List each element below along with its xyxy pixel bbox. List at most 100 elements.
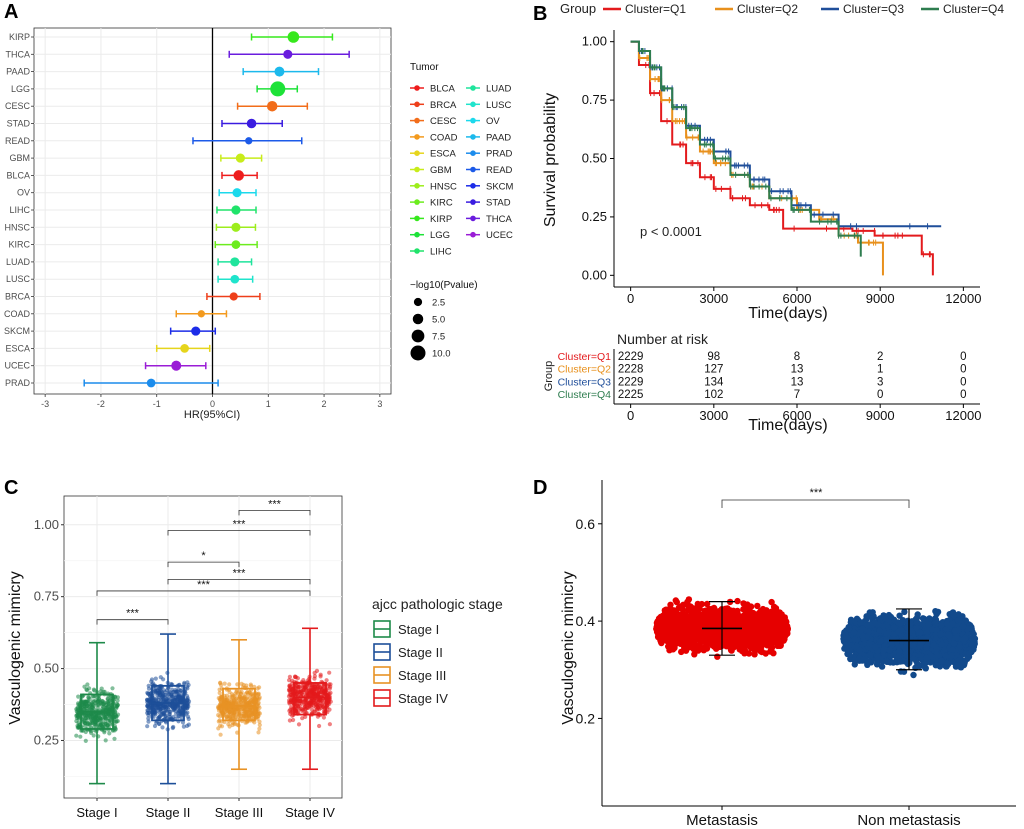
panel-a-legend-label: LIHC [430,247,452,258]
panel-c-point [291,717,296,723]
panel-c-point [157,714,162,720]
panel-c-bracket-label: * [201,550,206,562]
panel-d-point [665,643,672,650]
panel-c-point [90,699,95,704]
panel-a-row-ov [218,188,257,198]
panel-d-point [728,644,736,651]
panel-a-legend-key-dot [414,199,420,205]
panel-d-point [734,597,741,605]
panel-b-legend-title: Group [560,1,596,16]
panel-a-row-gbm [220,153,263,163]
panel-c-point [76,720,81,725]
panel-c-point [171,708,176,713]
panel-c-point [103,715,108,721]
panel-c-point [216,705,221,710]
panel-d-point [666,629,673,636]
panel-b-axes: 0.000.250.500.751.000 3000 6000 9000 12000 [582,30,981,306]
panel-a-legend-label: PRAD [486,149,513,160]
panel-a-hr-point [171,360,182,371]
panel-c-point [146,683,151,688]
panel-d-point [707,609,714,617]
panel-c-point [249,683,254,689]
panel-c-y-axis-title: Vasculogenic mimicry [7,571,24,725]
panel-b-risk-value: 2 [877,351,883,363]
panel-d-point [896,612,903,619]
panel-a-legend-key-dot [470,183,476,189]
panel-c-point [244,709,250,714]
panel-a-row-label: PAAD [6,67,30,77]
panel-a-size-label: 7.5 [432,332,445,343]
panel-a-legend-label: LUAD [486,84,511,95]
panel-c-point [222,681,227,686]
panel-a-legend-key-dot [470,101,476,108]
panel-a-x-tick-label: 1 [266,399,271,409]
panel-c-box-rect [222,687,256,722]
panel-b-y-tick-label: 0.00 [582,267,607,282]
panel-a-legend-label: UCEC [486,230,513,241]
panel-c-point [105,704,110,709]
panel-c-point [257,685,262,690]
panel-a-legend-key-dot [414,150,420,156]
panel-d-y-tick-label: 0.2 [576,710,596,726]
panel-c-point [186,716,191,722]
panel-a-size-key [413,297,423,307]
panel-c-bracket [167,561,240,568]
panel-c-point [243,714,248,719]
panel-c-y-tick-label: 1.00 [34,517,59,532]
panel-a-forest-plot: -3 -2 -1 0 1 2 3KIRPTHCAPAADLGGCESCSTADREADGBM… [4,27,514,421]
panel-b-risk-row-label: Cluster=Q2 [558,364,612,376]
panel-c-point [171,724,176,730]
panel-a-row-label: CESC [5,101,31,111]
panel-a-legend-label: CESC [430,116,457,127]
panel-b-x-tick-label: 6000 [783,291,812,306]
panel-c-point [256,730,261,735]
panel-a-x-tick-label: 3 [377,399,382,409]
panel-a-row-lgg [256,81,299,97]
panel-a-hr-point [287,31,300,43]
panel-b-curve-cluster-q4 [630,40,862,257]
panel-c-point [186,704,191,709]
panel-a-legend-key-dot [470,150,476,156]
panel-c-box-stage-iii [222,639,256,771]
panel-d-point [703,600,711,608]
panel-a-tumor-legend-title: Tumor [410,62,439,73]
panel-d-point [666,608,674,615]
panel-c-point [167,712,172,717]
panel-c-boxes [80,627,327,785]
panel-a-size-legend: 2.55.07.510.0 [410,297,451,361]
panel-d-point [761,608,768,615]
panel-c-point [85,711,90,717]
panel-b-risk-value: 134 [704,376,724,388]
panel-c-point [229,708,234,714]
panel-d-point [774,615,781,622]
panel-b-risk-value: 2229 [618,376,644,388]
panel-d-point [714,653,721,660]
panel-c-x-tick-label: Stage II [146,805,191,820]
panel-c-point [99,686,104,691]
panel-b-legend-label: Cluster=Q1 [625,2,686,16]
panel-c-point [227,706,232,711]
panel-c-box-stage-iv [293,627,327,771]
panel-a-hr-point [231,240,241,249]
panel-a-size-key [411,329,425,343]
panel-d-point [690,645,697,653]
panel-c-point [92,717,97,722]
panel-c-point [315,714,320,719]
panel-a-row-label: LUSC [6,274,31,284]
panel-b-risk-table-title: Number at risk [617,331,709,347]
panel-c-point [74,733,79,738]
panel-a-legend-label: READ [486,165,513,176]
panel-a-legend-label: GBM [430,165,452,176]
panel-b-x-axis-title: Time(days) [748,305,827,322]
panel-a-size-legend-title: −log10(Pvalue) [410,280,478,291]
panel-c-point [300,700,306,705]
panel-c-point [177,695,182,700]
panel-c-point [102,701,107,706]
panel-a-hr-point [230,274,240,284]
panel-a-legend-label: BLCA [430,84,455,95]
panel-c-legend-label: Stage I [398,622,439,637]
panel-c-point [287,678,292,683]
panel-b-risk-value: 13 [791,364,804,376]
